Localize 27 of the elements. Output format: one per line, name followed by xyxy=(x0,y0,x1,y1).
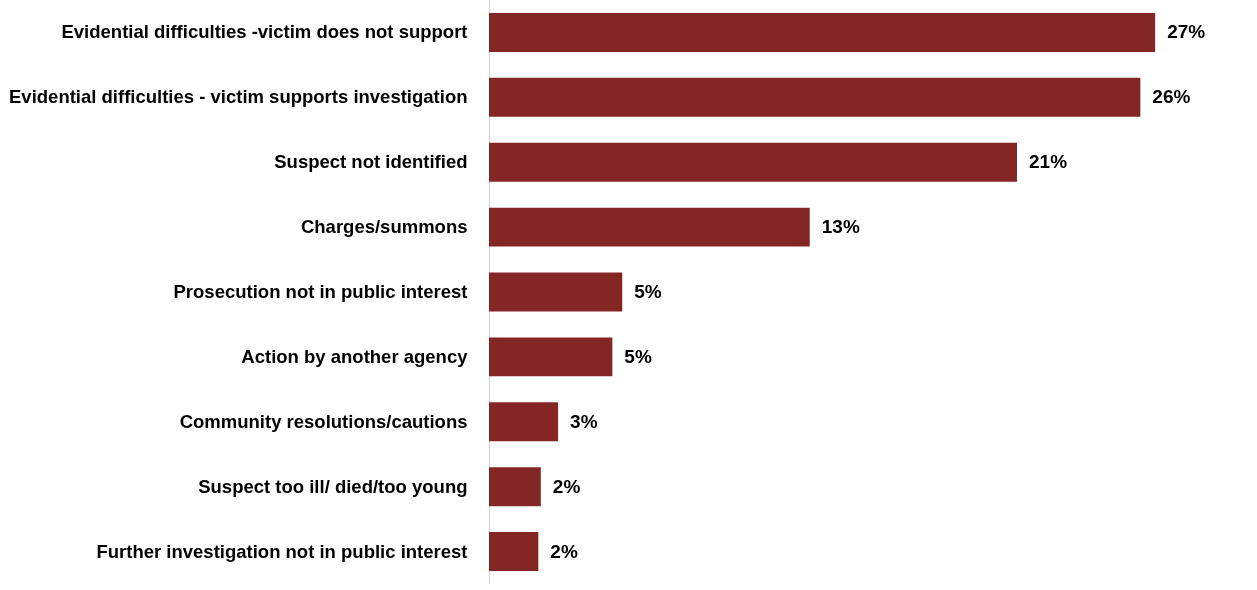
bar xyxy=(489,532,539,572)
data-label: 26% xyxy=(1152,86,1191,108)
bar xyxy=(489,207,810,247)
data-label: 5% xyxy=(624,345,652,367)
data-label: 3% xyxy=(570,410,598,432)
bar xyxy=(489,467,541,507)
y-tick-label: Charges/summons xyxy=(300,216,468,238)
y-tick-label: Evidential difficulties -victim does not support xyxy=(61,21,468,43)
y-tick-label: Action by another agency xyxy=(241,345,469,367)
data-label: 13% xyxy=(821,216,860,238)
bar xyxy=(489,402,559,442)
y-tick-label: Evidential difficulties - victim supports investigation xyxy=(9,86,468,108)
data-label: 2% xyxy=(550,540,578,562)
bar xyxy=(489,142,1017,182)
data-label: 5% xyxy=(634,281,662,302)
y-tick-label: Community resolutions/cautions xyxy=(179,410,468,432)
y-tick-label: Suspect not identified xyxy=(274,151,468,173)
bar xyxy=(489,272,623,312)
y-tick-label: Suspect too ill/ died/too young xyxy=(198,475,468,497)
data-label: 21% xyxy=(1028,151,1068,173)
bar xyxy=(489,337,613,377)
bar xyxy=(489,12,1156,52)
data-label: 27% xyxy=(1167,21,1206,43)
bar xyxy=(489,77,1141,117)
data-label: 2% xyxy=(552,475,581,497)
y-tick-label: Further investigation not in public interest xyxy=(96,540,468,562)
y-tick-label: Prosecution not in public interest xyxy=(173,281,468,302)
